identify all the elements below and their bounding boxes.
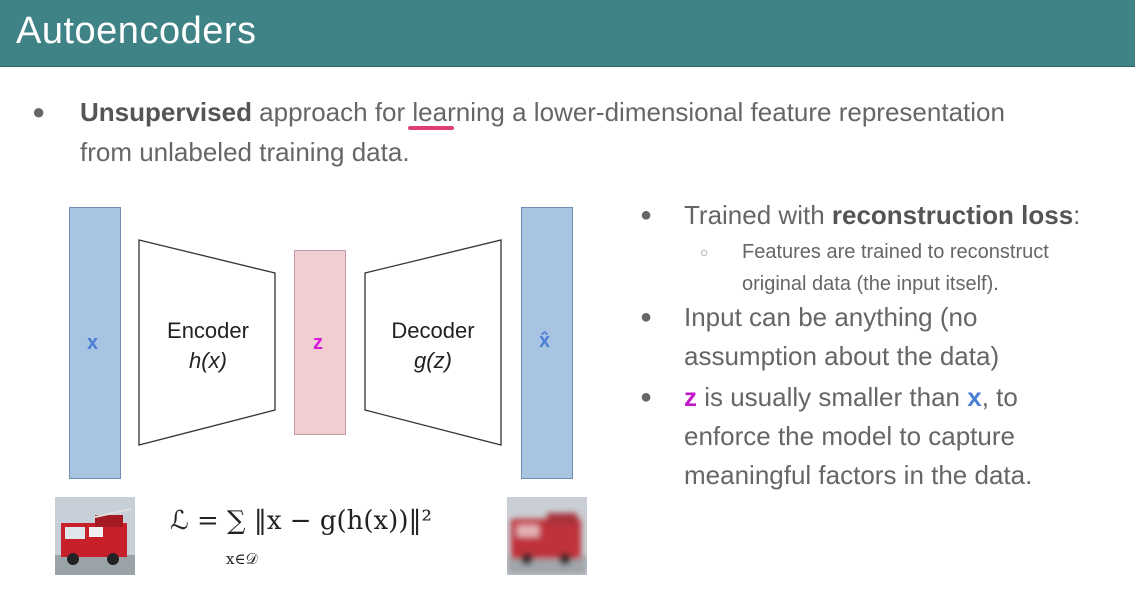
loss-formula-subscript: x∈𝒟 bbox=[226, 550, 258, 568]
encoder-title: Encoder bbox=[167, 318, 249, 343]
bullet-dot-icon: ● bbox=[640, 306, 653, 328]
b1-suffix: : bbox=[1073, 200, 1081, 230]
sub-line1: Features are trained to reconstruct bbox=[742, 241, 1049, 263]
b3-line3: meaningful factors in the data. bbox=[684, 460, 1033, 490]
output-bar bbox=[521, 207, 573, 479]
encoder-function: h(x) bbox=[189, 348, 227, 373]
bullet-dot-icon: ● bbox=[640, 386, 653, 408]
unsupervised-bold: Unsupervised bbox=[80, 97, 252, 127]
b2-line1: Input can be anything (no bbox=[684, 302, 978, 332]
b3-end: , to bbox=[981, 382, 1018, 412]
loss-formula: ℒ = ∑ ‖x − g(h(x))‖² x∈𝒟 bbox=[170, 498, 500, 578]
bullet-2-text: Input can be anything (no assumption abo… bbox=[684, 298, 999, 376]
top-bullet-line1: approach for learning a lower-dimensiona… bbox=[251, 97, 1005, 127]
encoder-trapezoid bbox=[138, 239, 276, 446]
latent-bar bbox=[294, 250, 346, 435]
title-bar: Autoencoders bbox=[0, 0, 1135, 67]
circle-bullet-icon: ○ bbox=[700, 244, 709, 260]
output-label: x̂ bbox=[539, 330, 551, 352]
bullet-1-text: Trained with reconstruction loss: bbox=[684, 196, 1080, 235]
b2-line2: assumption about the data) bbox=[684, 341, 1000, 371]
b3-x: x bbox=[967, 382, 982, 412]
sub-line2: original data (the input itself). bbox=[742, 273, 999, 295]
b3-z: z bbox=[684, 382, 697, 412]
decoder-title: Decoder bbox=[391, 318, 475, 343]
top-bullet-text: Unsupervised approach for learning a low… bbox=[80, 92, 1110, 172]
sub-bullet-text: Features are trained to reconstruct orig… bbox=[742, 236, 1112, 300]
b3-line2: enforce the model to capture bbox=[684, 421, 1015, 451]
bullet-3-text: z is usually smaller than x, to enforce … bbox=[684, 378, 1032, 495]
decoder-trapezoid bbox=[364, 239, 502, 446]
input-image-thumbnail bbox=[55, 497, 135, 575]
top-bullet-line2: from unlabeled training data. bbox=[80, 137, 410, 167]
b1-prefix: Trained with bbox=[684, 200, 832, 230]
input-bar bbox=[69, 207, 121, 479]
fire-truck-image bbox=[55, 497, 135, 575]
reconstructed-image-thumbnail bbox=[507, 497, 587, 575]
bullet-dot-icon: ● bbox=[640, 204, 653, 226]
blurry-fire-truck-image bbox=[507, 497, 587, 575]
b1-bold: reconstruction loss bbox=[831, 200, 1074, 230]
loss-formula-main: ℒ = ∑ ‖x − g(h(x))‖² bbox=[170, 506, 432, 536]
pen-underline-mark bbox=[408, 126, 454, 130]
bullet-dot-icon: ● bbox=[32, 99, 46, 124]
decoder-function: g(z) bbox=[414, 348, 452, 373]
input-label: x bbox=[87, 332, 99, 354]
latent-label: z bbox=[313, 332, 323, 354]
autoencoder-diagram: x z x̂ Encoder h(x) Decoder g(z) bbox=[40, 190, 600, 590]
encoder-decoder-shapes bbox=[138, 239, 502, 446]
b3-mid: is usually smaller than bbox=[697, 382, 968, 412]
slide-title: Autoencoders bbox=[16, 10, 257, 52]
